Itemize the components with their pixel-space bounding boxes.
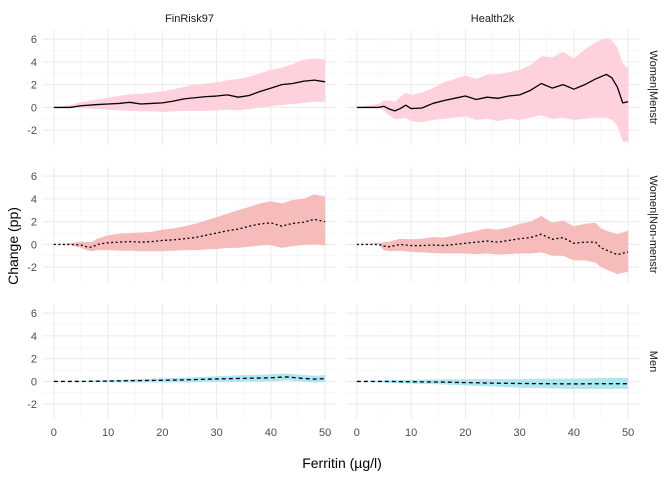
x-tick-label: 30: [514, 427, 526, 439]
confidence-band: [53, 58, 326, 112]
estimate-line: [356, 73, 629, 112]
estimate-line: [53, 79, 326, 109]
x-tick-label: 0: [354, 427, 360, 439]
confidence-band: [53, 373, 326, 383]
y-tick-label: 0: [31, 102, 37, 114]
y-tick-label: 4: [31, 57, 37, 69]
x-tick-label: 10: [405, 427, 417, 439]
confidence-band: [356, 215, 629, 275]
y-tick-label: 4: [31, 331, 37, 343]
x-tick-label: 30: [211, 427, 223, 439]
confidence-band: [356, 37, 629, 142]
y-tick-label: 4: [31, 194, 37, 206]
y-tick-label: 6: [31, 308, 37, 320]
row-strip-label: Men: [647, 351, 659, 372]
y-tick-label: -2: [27, 399, 37, 411]
estimate-line: [53, 376, 326, 383]
row-strip-label: Women|Non-menstr: [647, 175, 659, 273]
y-tick-label: 6: [31, 34, 37, 46]
x-tick-label: 10: [102, 427, 114, 439]
y-tick-label: 0: [31, 239, 37, 251]
y-axis-title: Change (pp): [5, 207, 21, 285]
y-tick-label: 2: [31, 80, 37, 92]
y-tick-label: 2: [31, 354, 37, 366]
x-tick-label: 40: [568, 427, 580, 439]
y-tick-label: 2: [31, 217, 37, 229]
estimate-line: [53, 218, 326, 248]
column-strip-label: FinRisk97: [165, 13, 214, 25]
y-tick-label: -2: [27, 262, 37, 274]
estimate-line: [356, 380, 629, 385]
estimate-line: [356, 233, 629, 256]
x-tick-label: 20: [459, 427, 471, 439]
y-tick-label: 0: [31, 376, 37, 388]
column-strip-label: Health2k: [471, 13, 515, 25]
confidence-band: [53, 194, 326, 252]
y-tick-label: 6: [31, 171, 37, 183]
x-tick-label: 20: [156, 427, 168, 439]
row-strip-label: Women|Menstr: [647, 50, 659, 125]
x-tick-label: 50: [622, 427, 634, 439]
x-tick-label: 40: [265, 427, 277, 439]
x-axis-title: Ferritin (µg/l): [302, 455, 382, 471]
y-tick-label: -2: [27, 125, 37, 137]
x-tick-label: 50: [319, 427, 331, 439]
x-tick-label: 0: [51, 427, 57, 439]
